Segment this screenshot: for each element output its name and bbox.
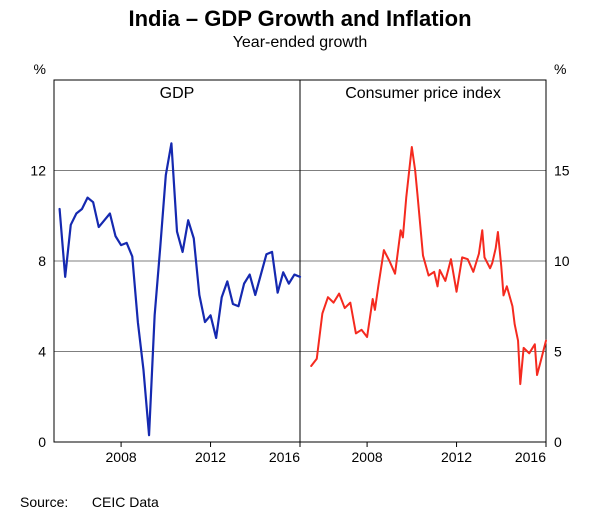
source-value: CEIC Data [92, 494, 159, 510]
svg-text:10: 10 [554, 253, 570, 269]
svg-text:%: % [34, 61, 46, 77]
source-label: Source: [20, 494, 88, 510]
svg-text:GDP: GDP [160, 85, 195, 102]
svg-text:2008: 2008 [106, 449, 137, 465]
chart-title: India – GDP Growth and Inflation [0, 0, 600, 32]
svg-text:2008: 2008 [352, 449, 383, 465]
chart-subtitle: Year-ended growth [0, 34, 600, 52]
svg-text:0: 0 [554, 434, 562, 450]
svg-text:2012: 2012 [195, 449, 226, 465]
svg-text:2012: 2012 [441, 449, 472, 465]
svg-text:%: % [554, 61, 566, 77]
svg-text:2016: 2016 [269, 449, 300, 465]
svg-text:0: 0 [38, 434, 46, 450]
svg-text:Consumer price index: Consumer price index [345, 85, 501, 102]
svg-text:8: 8 [38, 253, 46, 269]
source-line: Source: CEIC Data [20, 494, 159, 510]
svg-text:5: 5 [554, 344, 562, 360]
svg-text:12: 12 [30, 163, 46, 179]
svg-text:15: 15 [554, 163, 570, 179]
chart-svg: %% 0 4 8 12 2008 2012 2016 GDP 0 5 10 15 2008 2012 2016… [8, 56, 592, 480]
chart-area: %% 0 4 8 12 2008 2012 2016 GDP 0 5 10 15 2008 2012 2016… [8, 56, 592, 480]
svg-text:4: 4 [38, 344, 46, 360]
svg-text:2016: 2016 [515, 449, 546, 465]
